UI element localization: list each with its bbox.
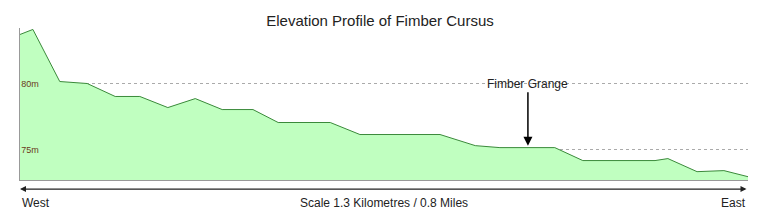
svg-text:80m: 80m: [21, 79, 39, 89]
svg-text:West: West: [22, 196, 50, 210]
svg-text:East: East: [721, 196, 746, 210]
svg-text:Fimber Grange: Fimber Grange: [487, 77, 568, 91]
svg-text:75m: 75m: [21, 145, 39, 155]
svg-text:Elevation Profile of Fimber Cu: Elevation Profile of Fimber Cursus: [266, 12, 494, 29]
svg-text:Scale 1.3 Kilometres / 0.8 Mil: Scale 1.3 Kilometres / 0.8 Miles: [300, 196, 468, 210]
